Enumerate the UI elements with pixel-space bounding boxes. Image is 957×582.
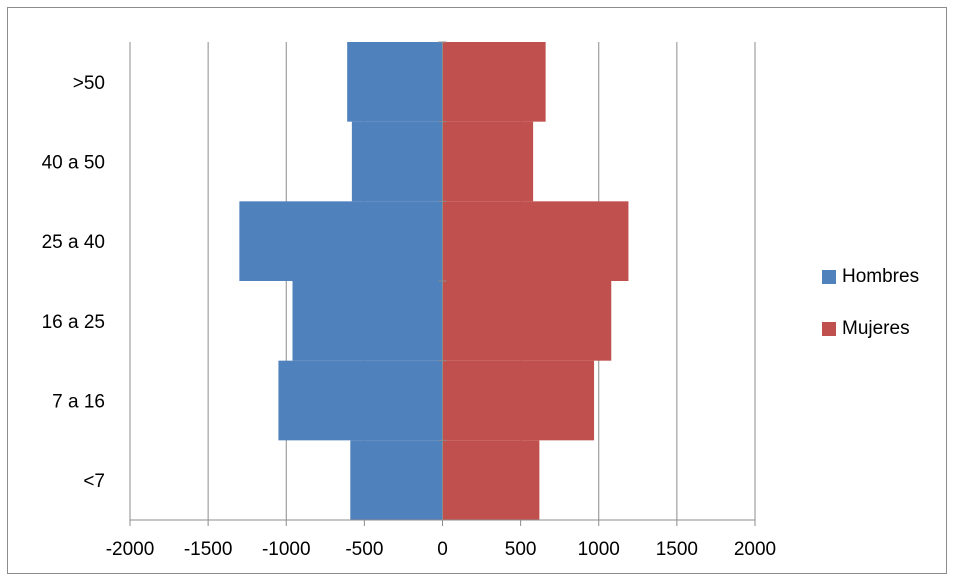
bar-mujeres-5 xyxy=(442,42,546,122)
bar-hombres-4 xyxy=(351,121,443,202)
x-tick-label: 1000 xyxy=(578,539,620,560)
bar-hombres-2 xyxy=(292,281,443,361)
legend-label-hombres: Hombres xyxy=(842,266,920,287)
axes xyxy=(129,41,756,526)
x-tick-label: 0 xyxy=(437,539,448,560)
bar-hombres-1 xyxy=(278,360,443,441)
x-tick-label: 2000 xyxy=(734,539,776,560)
bar-mujeres-1 xyxy=(442,360,595,441)
x-tick-label: -1500 xyxy=(184,539,233,560)
y-tick-label: <7 xyxy=(83,471,105,492)
y-axis-tick-labels: <7 7 a 16 16 a 25 25 a 40 40 a 50 >50 xyxy=(42,73,105,492)
x-tick-label: 500 xyxy=(505,539,537,560)
bar-mujeres-4 xyxy=(442,121,534,202)
bar-hombres-0 xyxy=(350,440,443,520)
bars xyxy=(239,42,629,520)
legend: Hombres Mujeres xyxy=(822,266,919,370)
legend-item-hombres: Hombres xyxy=(822,266,919,288)
y-tick-label: 16 a 25 xyxy=(42,312,105,333)
legend-swatch-hombres xyxy=(822,270,836,284)
y-tick-label: >50 xyxy=(73,73,105,94)
bar-hombres-3 xyxy=(239,201,443,281)
x-tick-label: -2000 xyxy=(106,539,155,560)
x-axis-tick-labels: -2000 -1500 -1000 -500 0 500 1000 1500 2000 xyxy=(106,539,776,560)
bar-mujeres-2 xyxy=(442,281,612,361)
bar-mujeres-0 xyxy=(442,440,540,520)
y-tick-label: 40 a 50 xyxy=(42,153,105,174)
bar-hombres-5 xyxy=(347,42,443,122)
legend-item-mujeres: Mujeres xyxy=(822,318,919,340)
x-tick-label: 1500 xyxy=(656,539,698,560)
legend-swatch-mujeres xyxy=(822,322,836,336)
x-tick-label: -1000 xyxy=(262,539,311,560)
y-tick-label: 25 a 40 xyxy=(42,232,105,253)
bar-mujeres-3 xyxy=(442,201,629,281)
x-tick-label: -500 xyxy=(345,539,383,560)
legend-label-mujeres: Mujeres xyxy=(842,318,910,339)
y-tick-label: 7 a 16 xyxy=(52,392,105,413)
